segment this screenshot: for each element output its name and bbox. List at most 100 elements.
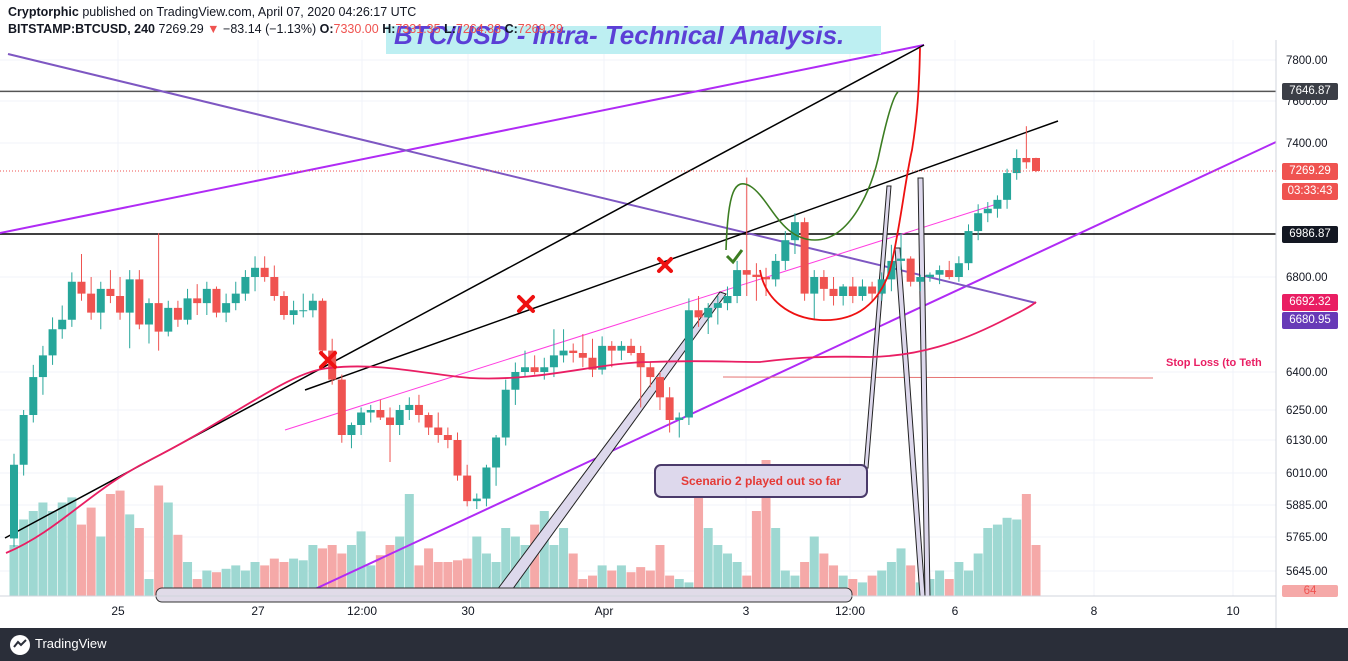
candle-body: [289, 310, 298, 315]
candle-body: [164, 307, 173, 332]
candle-body: [511, 372, 520, 390]
volume-bar: [848, 579, 858, 596]
candle-body: [260, 267, 269, 277]
candle-body: [819, 277, 828, 289]
price-tick-label: 6010.00: [1286, 468, 1328, 480]
price-tick-label: 5885.00: [1286, 500, 1328, 512]
volume-bar: [134, 528, 144, 596]
candle-body: [202, 288, 211, 304]
volume-bar: [751, 511, 761, 596]
countdown-tag: 03:33:43: [1282, 183, 1338, 200]
volume-bar: [1012, 519, 1022, 596]
publish-line: Cryptorphic published on TradingView.com…: [8, 5, 416, 19]
price-tick-label: 6130.00: [1286, 435, 1328, 447]
volume-bar: [462, 558, 472, 596]
last-price-tag: 7269.29: [1282, 163, 1338, 180]
price-axis[interactable]: 7800.007600.007400.007269.296800.006400.…: [1286, 55, 1328, 578]
candle-body: [665, 397, 674, 420]
open-value: 7330.00: [333, 22, 379, 36]
volume-bar: [857, 582, 867, 596]
candle-body: [77, 281, 86, 294]
open-label: O:: [319, 22, 334, 36]
time-tick-label: 3: [743, 604, 750, 618]
candle-body: [646, 367, 655, 378]
grid: [0, 40, 1276, 596]
candle-body: [578, 353, 587, 358]
candle-body: [337, 379, 346, 435]
candle-body: [251, 267, 260, 277]
volume-bar: [906, 565, 916, 596]
candle-body: [617, 345, 626, 351]
scenario-1-green-path: [725, 91, 899, 251]
volume-bar: [308, 545, 318, 596]
candle-body: [424, 415, 433, 428]
check-mark-icon: [725, 249, 744, 265]
volume-bar: [867, 575, 877, 596]
volume-bar: [587, 575, 597, 596]
price-tick-label: 6800.00: [1286, 272, 1328, 284]
scenario-2-red-path: [759, 47, 921, 321]
last-price: 7269.29: [158, 22, 204, 36]
candle-body: [212, 288, 221, 313]
time-axis[interactable]: 25 27 12:00 30 Apr 3 12:00 6 8 10: [111, 604, 1240, 618]
chart[interactable]: 7800.007600.007400.007269.296800.006400.…: [0, 0, 1348, 628]
volume-bar: [626, 572, 636, 596]
candle-body: [762, 277, 771, 280]
volume-bar: [568, 553, 578, 596]
price-tick-label: 7400.00: [1286, 138, 1328, 150]
candle-body: [414, 404, 423, 415]
volume-bar: [424, 548, 434, 596]
tradingview-logo-icon[interactable]: [10, 635, 30, 655]
candle-body: [125, 279, 134, 313]
candle-body: [67, 281, 76, 320]
candle-body: [1003, 173, 1012, 200]
volume-bar: [86, 507, 96, 596]
analysis-title-box: BTC/USD - Intra- Technical Analysis.: [386, 26, 881, 54]
candle-body: [906, 258, 915, 282]
published-text: published on TradingView.com, April 07, …: [82, 5, 417, 19]
candle-body: [472, 498, 481, 502]
candle-body: [183, 298, 192, 320]
candle-body: [279, 296, 288, 315]
high-value: 7331.35: [395, 22, 441, 36]
candle-body: [308, 300, 317, 311]
volume-bar: [48, 511, 58, 596]
candle-body: [19, 415, 28, 465]
volume-bar: [819, 553, 829, 596]
candle-body: [627, 345, 636, 353]
volume-bar: [260, 565, 270, 596]
close-label: C:: [504, 22, 518, 36]
drawings: [0, 44, 1277, 603]
candle-body: [810, 277, 819, 294]
candle-body: [405, 404, 414, 410]
author-name[interactable]: Cryptorphic: [8, 5, 79, 19]
volume-bar: [780, 570, 790, 596]
time-tick-label: 30: [461, 604, 475, 618]
volume-bar: [453, 560, 463, 596]
time-tick-label: 10: [1226, 604, 1240, 618]
candle-body: [549, 355, 558, 368]
volume-bar: [713, 545, 723, 596]
candle-body: [954, 263, 963, 277]
candle-body: [347, 425, 356, 435]
candle-body: [154, 303, 163, 332]
candle-body: [116, 296, 125, 313]
volume-bar: [636, 567, 646, 596]
ma-value-tag: 6692.32: [1282, 294, 1338, 311]
volume-bar: [472, 536, 482, 596]
volume-bar: [433, 562, 443, 596]
tradingview-brand[interactable]: TradingView: [35, 636, 107, 651]
volume-bar: [346, 545, 356, 596]
analysis-title: BTC/USD - Intra- Technical Analysis.: [394, 26, 845, 50]
volume-bar: [530, 524, 540, 596]
symbol-label[interactable]: BITSTAMP:BTCUSD, 240: [8, 22, 156, 36]
volume-bar: [67, 497, 77, 596]
low-value: 7264.33: [455, 22, 502, 36]
time-tick-label: 8: [1091, 604, 1098, 618]
candle-body: [993, 199, 1002, 209]
volume-bar: [597, 565, 607, 596]
price-tick-label: 5765.00: [1286, 532, 1328, 544]
trendline-value-tag: 6680.95: [1282, 312, 1338, 329]
volume-bar: [337, 553, 347, 596]
candle-body: [492, 437, 501, 468]
